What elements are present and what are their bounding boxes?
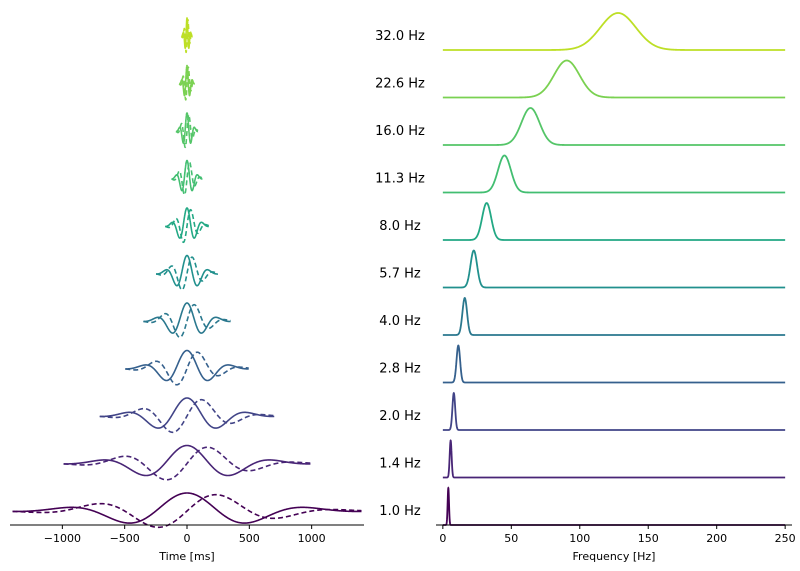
wavelet-real-11.3hz bbox=[171, 159, 203, 192]
time-tick-label: 500 bbox=[239, 532, 260, 545]
wavelet-imag-11.3hz bbox=[171, 161, 203, 196]
frequency-label: 1.0 Hz bbox=[379, 504, 421, 519]
time-axis-ticks: −1000 −500 0 500 1000 bbox=[44, 525, 326, 545]
response-curve-1.4hz bbox=[442, 439, 786, 479]
time-tick-label: 1000 bbox=[298, 532, 326, 545]
time-axis-label: Time [ms] bbox=[158, 550, 214, 563]
time-tick-label: −1000 bbox=[44, 532, 81, 545]
frequency-tick-label: 250 bbox=[775, 532, 796, 545]
wavelet-imag-5.7hz bbox=[155, 256, 219, 291]
frequency-label: 5.7 Hz bbox=[379, 267, 421, 282]
frequency-label: 22.6 Hz bbox=[375, 77, 425, 92]
frequency-label: 32.0 Hz bbox=[375, 29, 425, 44]
frequency-tick-label: 50 bbox=[504, 532, 518, 545]
time-tick-label: −500 bbox=[110, 532, 140, 545]
wavelet-imag-2hz bbox=[99, 398, 275, 434]
wavelet-imag-8hz bbox=[164, 208, 210, 244]
response-curve-11.3hz bbox=[442, 154, 786, 194]
frequency-label: 1.4 Hz bbox=[379, 457, 421, 472]
frequency-label: 8.0 Hz bbox=[379, 219, 421, 234]
frequency-response-curves bbox=[442, 12, 786, 526]
time-tick-label: 0 bbox=[184, 532, 191, 545]
frequency-label: 11.3 Hz bbox=[375, 172, 425, 187]
frequency-label: 2.0 Hz bbox=[379, 409, 421, 424]
response-curve-32.0hz bbox=[442, 12, 786, 51]
wavelet-imag-16hz bbox=[175, 113, 199, 149]
wavelet-curves bbox=[12, 17, 362, 529]
response-curve-1.0hz bbox=[442, 486, 786, 526]
frequency-response-panel: 0 50 100 150 200 250 Frequency [Hz] bbox=[436, 12, 796, 563]
wavelet-imag-2.8hz bbox=[125, 351, 249, 386]
wavelet-imag-22.6hz bbox=[178, 66, 196, 101]
wavelet-real-8hz bbox=[165, 207, 209, 239]
frequency-axis-ticks: 0 50 100 150 200 250 bbox=[439, 525, 796, 545]
response-curve-4.0hz bbox=[442, 297, 786, 336]
wavelet-imag-4hz bbox=[143, 303, 231, 339]
wavelet-real-2hz bbox=[99, 397, 275, 429]
response-curve-16.0hz bbox=[442, 107, 786, 146]
frequency-tick-label: 200 bbox=[706, 532, 727, 545]
wavelet-real-22.6hz bbox=[178, 64, 196, 97]
wavelet-real-1hz bbox=[12, 492, 362, 524]
response-curve-8.0hz bbox=[442, 202, 786, 241]
response-curve-2.0hz bbox=[442, 391, 786, 431]
frequency-tick-label: 150 bbox=[638, 532, 659, 545]
wavelet-imag-1hz bbox=[12, 493, 362, 529]
response-curve-2.8hz bbox=[442, 344, 786, 384]
frequency-label: 2.8 Hz bbox=[379, 362, 421, 377]
wavelet-real-32hz bbox=[180, 17, 194, 49]
wavelet-real-1.4hz bbox=[63, 444, 311, 477]
response-curve-5.7hz bbox=[442, 249, 786, 289]
wavelet-real-2.8hz bbox=[125, 349, 249, 382]
frequency-axis-label: Frequency [Hz] bbox=[573, 550, 656, 563]
frequency-label: 16.0 Hz bbox=[375, 124, 425, 139]
frequency-tick-label: 0 bbox=[439, 532, 446, 545]
frequency-tick-label: 100 bbox=[569, 532, 590, 545]
wavelet-panel: −1000 −500 0 500 1000 Time [ms] bbox=[10, 17, 364, 563]
wavelet-imag-1.4hz bbox=[63, 446, 311, 481]
wavelet-real-16hz bbox=[175, 112, 199, 144]
wavelet-real-4hz bbox=[143, 302, 231, 334]
frequency-label: 4.0 Hz bbox=[379, 314, 421, 329]
response-curve-22.6hz bbox=[442, 59, 786, 99]
wavelet-real-5.7hz bbox=[155, 254, 219, 287]
frequency-labels: 1.0 Hz 1.4 Hz 2.0 Hz 2.8 Hz 4.0 Hz 5.7 Hz 8.0 … bbox=[375, 29, 425, 519]
